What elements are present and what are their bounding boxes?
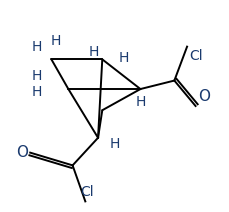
Text: H: H	[31, 85, 42, 99]
Text: H: H	[109, 137, 120, 151]
Text: H: H	[135, 95, 145, 109]
Text: H: H	[88, 45, 98, 59]
Text: Cl: Cl	[80, 185, 94, 199]
Text: O: O	[197, 89, 209, 104]
Text: H: H	[50, 34, 60, 48]
Text: H: H	[118, 51, 128, 65]
Text: H: H	[31, 40, 42, 54]
Text: Cl: Cl	[188, 49, 202, 63]
Text: H: H	[31, 69, 42, 83]
Text: O: O	[16, 145, 28, 160]
